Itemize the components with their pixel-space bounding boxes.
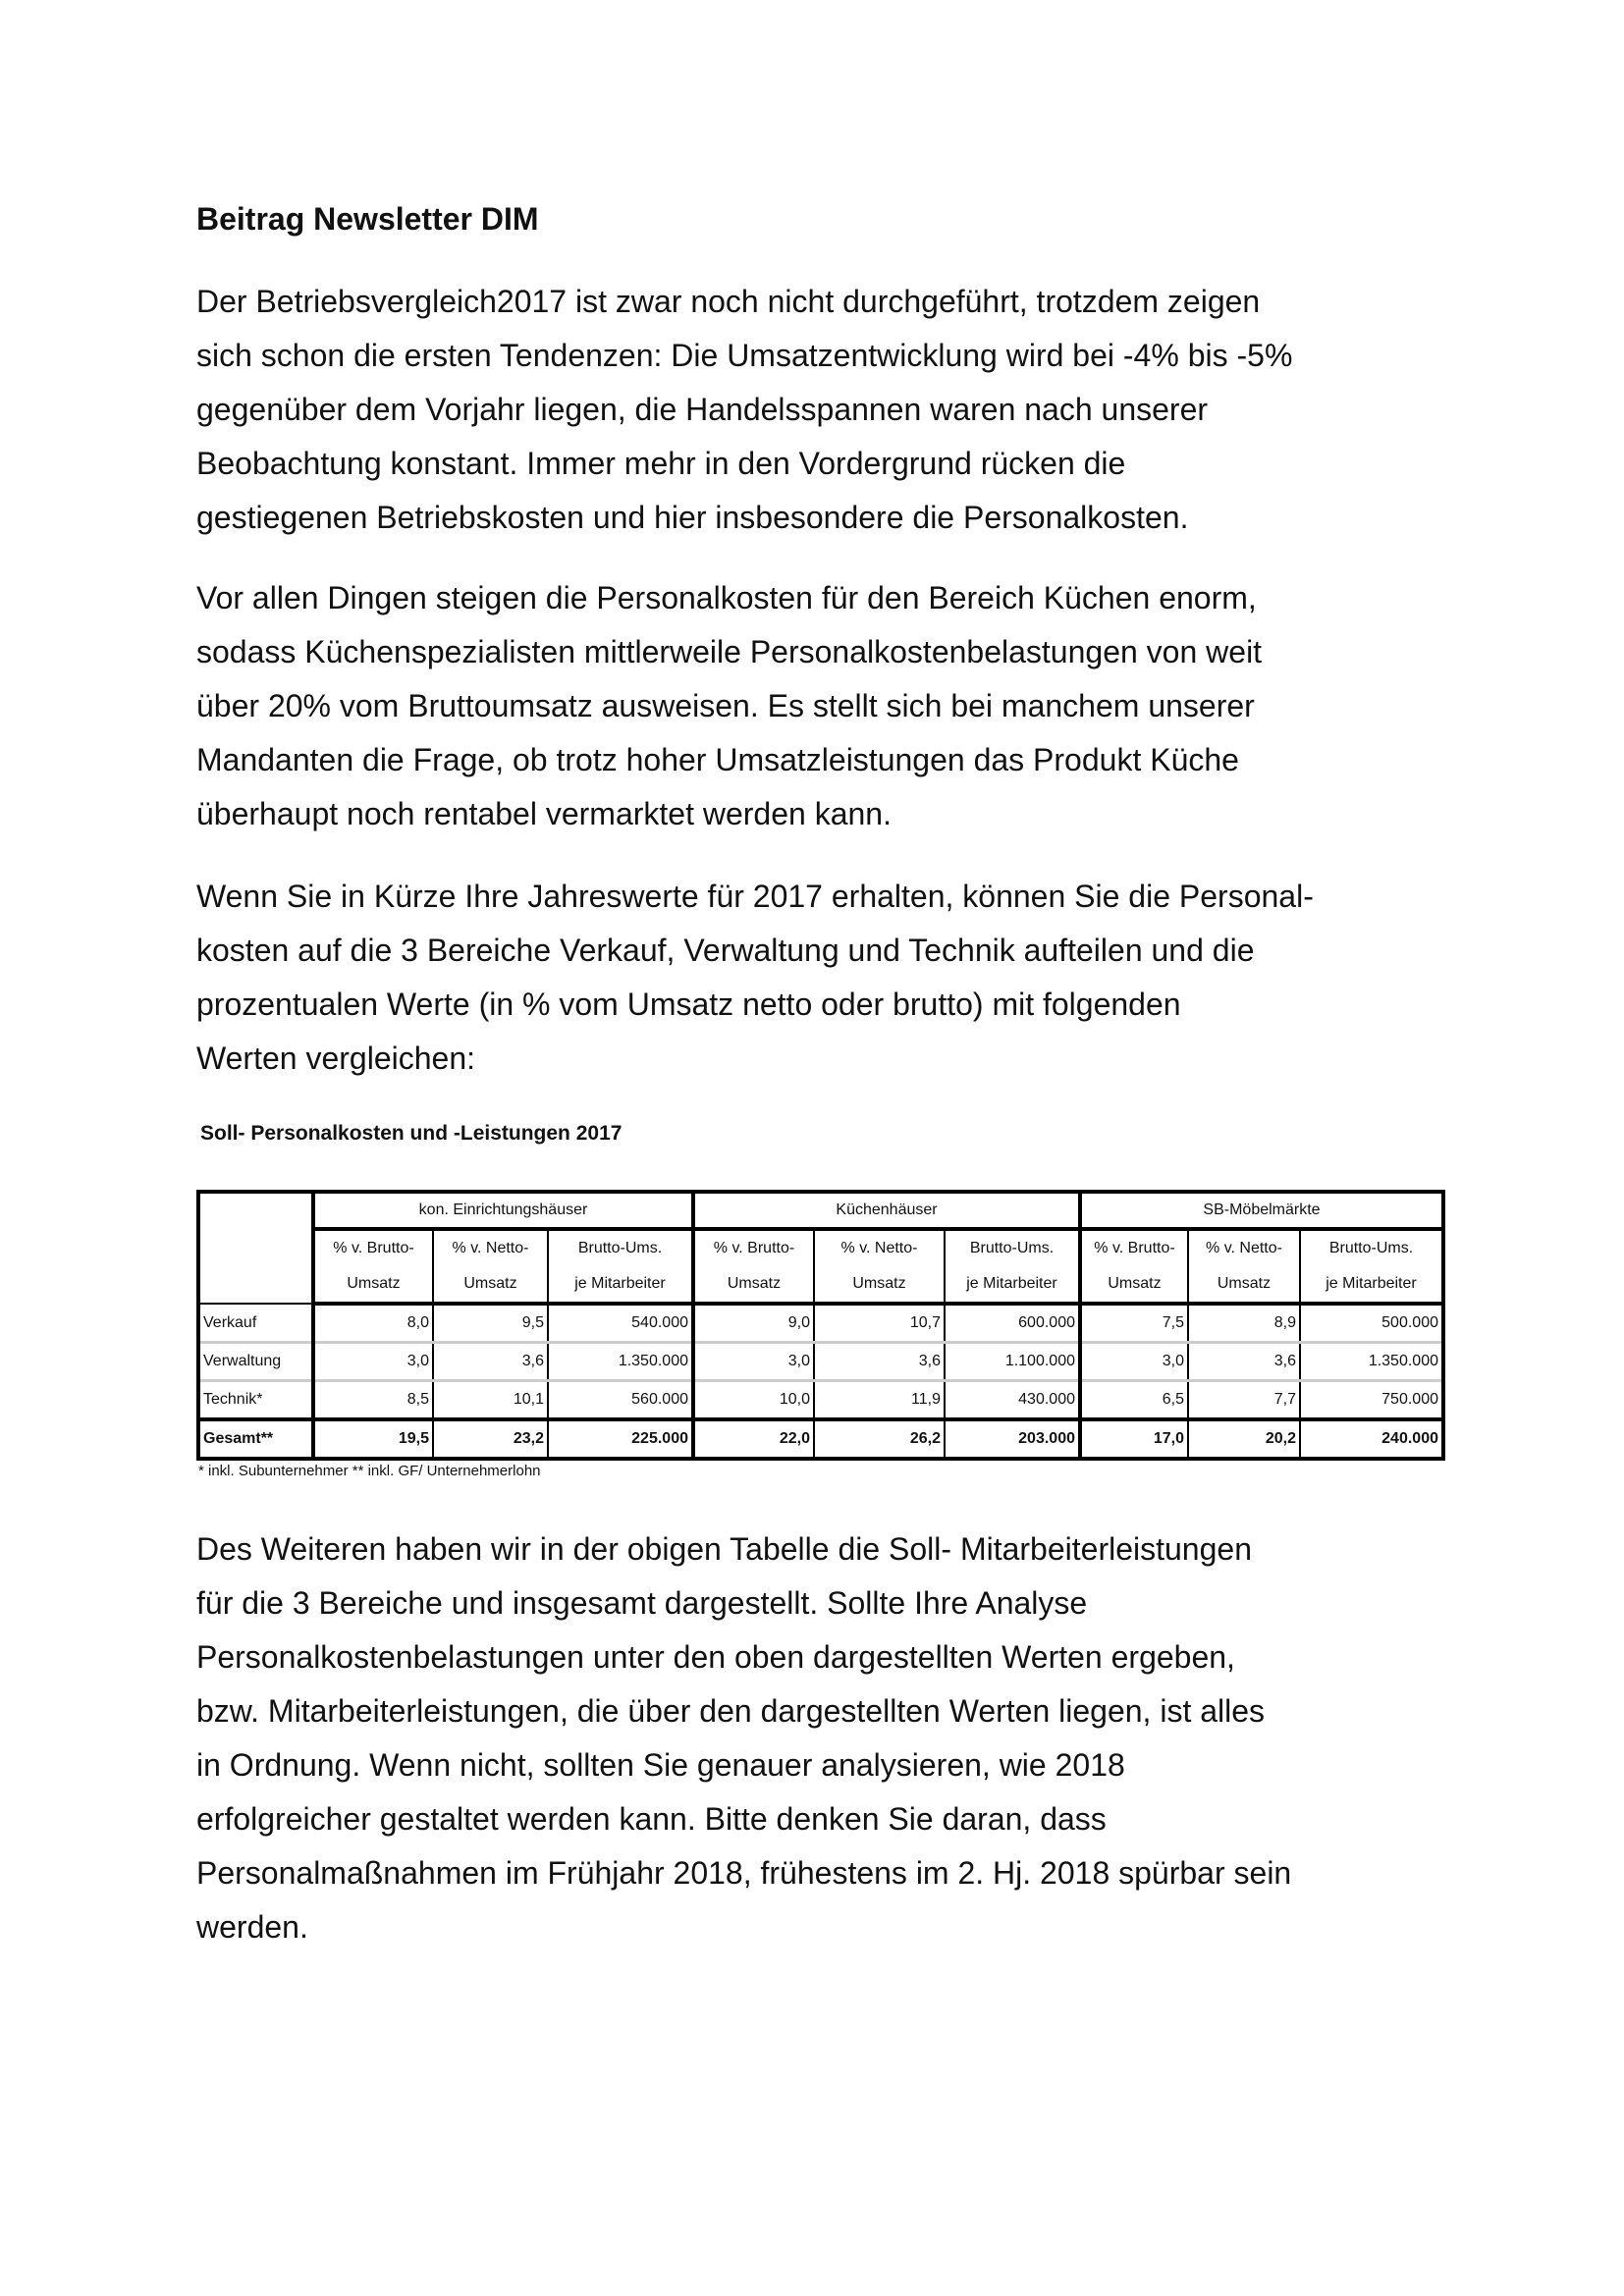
text-line: gegenüber dem Vorjahr liegen, die Handel… — [196, 392, 1209, 427]
row-label: Verwaltung — [197, 1341, 314, 1382]
table-cell: 23,2 — [432, 1417, 549, 1460]
text-line: kosten auf die 3 Bereiche Verkauf, Verwa… — [196, 933, 1255, 968]
table-cell: 560.000 — [547, 1379, 694, 1421]
column-header: % v. Netto- — [1187, 1228, 1301, 1266]
row-label: Technik* — [197, 1379, 314, 1421]
table-cell: 600.000 — [944, 1303, 1081, 1344]
group-header-row: kon. Einrichtungshäuser Küchenhäuser SB-Mö… — [197, 1191, 1444, 1305]
table-cell: 225.000 — [547, 1417, 694, 1460]
text-line: Werten vergleichen: — [196, 1041, 475, 1076]
text-line: gestiegenen Betriebskosten und hier insb… — [196, 500, 1189, 535]
paragraph: Wenn Sie in Kürze Ihre Jahreswerte für 2… — [196, 870, 1314, 1086]
column-header: % v. Brutto- — [691, 1228, 815, 1266]
column-header: je Mitarbeiter — [1299, 1266, 1444, 1306]
text-line: in Ordnung. Wenn nicht, sollten Sie gena… — [196, 1747, 1125, 1783]
text-line: Vor allen Dingen steigen die Personalkos… — [196, 580, 1257, 615]
column-header: % v. Netto- — [432, 1228, 549, 1266]
column-header: % v. Brutto- — [311, 1228, 434, 1266]
text-line: Beobachtung konstant. Immer mehr in den … — [196, 446, 1126, 481]
group-header: kon. Einrichtungshäuser — [311, 1191, 694, 1231]
table-cell: 26,2 — [813, 1417, 946, 1460]
table-cell: 9,5 — [432, 1303, 549, 1344]
column-header: Umsatz — [432, 1266, 549, 1306]
text-line: Des Weiteren haben wir in der obigen Tab… — [196, 1531, 1252, 1567]
table-cell: 19,5 — [311, 1417, 434, 1460]
table-cell: 3,0 — [1078, 1341, 1189, 1382]
text-line: bzw. Mitarbeiterleistungen, die über den… — [196, 1693, 1266, 1729]
column-header: Brutto-Ums. — [1299, 1228, 1444, 1266]
table-row: Verkauf 8,0 9,5 540.000 9,0 10,7 600.000 7,5 8,9… — [197, 1303, 1444, 1344]
table-cell: 3,6 — [432, 1341, 549, 1382]
table-cell: 540.000 — [547, 1303, 694, 1344]
column-header: je Mitarbeiter — [944, 1266, 1081, 1306]
text-line: Personalkostenbelastungen unter den oben… — [196, 1639, 1235, 1675]
table-footnote: * inkl. Subunternehmer ** inkl. GF/ Unte… — [198, 1463, 541, 1479]
table-cell: 17,0 — [1078, 1417, 1189, 1460]
corner-cell — [197, 1191, 314, 1305]
table-cell: 240.000 — [1299, 1417, 1444, 1460]
text-line: erfolgreicher gestaltet werden kann. Bit… — [196, 1801, 1107, 1837]
table-cell: 3,6 — [813, 1341, 946, 1382]
table-cell: 20,2 — [1187, 1417, 1301, 1460]
table-cell: 22,0 — [691, 1417, 815, 1460]
column-header: Brutto-Ums. — [944, 1228, 1081, 1266]
row-label: Gesamt** — [197, 1417, 314, 1460]
text-line: Mandanten die Frage, ob trotz hoher Umsa… — [196, 742, 1239, 777]
table-cell: 11,9 — [813, 1379, 946, 1421]
table-cell: 10,7 — [813, 1303, 946, 1344]
document-heading: Beitrag Newsletter DIM — [196, 201, 539, 237]
group-header: SB-Möbelmärkte — [1078, 1191, 1444, 1231]
column-header: Umsatz — [691, 1266, 815, 1306]
table-cell: 9,0 — [691, 1303, 815, 1344]
table-row: Verwaltung 3,0 3,6 1.350.000 3,0 3,6 1.100.000… — [197, 1341, 1444, 1382]
table-cell: 8,0 — [311, 1303, 434, 1344]
table-title: Soll- Personalkosten und -Leistungen 201… — [200, 1122, 623, 1145]
column-header: Umsatz — [311, 1266, 434, 1306]
table-cell: 500.000 — [1299, 1303, 1444, 1344]
paragraph: Der Betriebsvergleich2017 ist zwar noch … — [196, 275, 1292, 545]
table-cell: 3,6 — [1187, 1341, 1301, 1382]
table-cell: 8,5 — [311, 1379, 434, 1421]
text-line: prozentualen Werte (in % vom Umsatz nett… — [196, 987, 1181, 1022]
table-cell: 430.000 — [944, 1379, 1081, 1421]
text-line: sodass Küchenspezialisten mittlerweile P… — [196, 634, 1263, 669]
personnel-cost-table: kon. Einrichtungshäuser Küchenhäuser SB-Mö… — [196, 1190, 1445, 1461]
table-cell: 3,0 — [691, 1341, 815, 1382]
table-cell: 203.000 — [944, 1417, 1081, 1460]
table-cell: 7,7 — [1187, 1379, 1301, 1421]
table-row: Technik* 8,5 10,1 560.000 10,0 11,9 430.000 6,5… — [197, 1379, 1444, 1421]
text-line: überhaupt noch rentabel vermarktet werde… — [196, 796, 892, 831]
subheader-row: % v. Brutto-% v. Netto- Brutto-Ums.% v. B… — [198, 1228, 1444, 1266]
table-cell: 6,5 — [1078, 1379, 1189, 1421]
table-cell: 3,0 — [311, 1341, 434, 1382]
column-header: Umsatz — [813, 1266, 946, 1306]
table-cell: 1.350.000 — [1299, 1341, 1444, 1382]
column-header: % v. Netto- — [813, 1228, 946, 1266]
column-header: % v. Brutto- — [1078, 1228, 1189, 1266]
column-header: Umsatz — [1187, 1266, 1301, 1306]
subheader-row: Umsatz Umsatz je Mitarbeiter Umsatz Umsatz je… — [198, 1266, 1444, 1306]
table-cell: 10,0 — [691, 1379, 815, 1421]
table-cell: 10,1 — [432, 1379, 549, 1421]
column-header: je Mitarbeiter — [547, 1266, 694, 1306]
table-cell: 750.000 — [1299, 1379, 1444, 1421]
text-line: über 20% vom Bruttoumsatz ausweisen. Es … — [196, 688, 1255, 723]
column-header: Brutto-Ums. — [547, 1228, 694, 1266]
table-cell: 8,9 — [1187, 1303, 1301, 1344]
text-line: werden. — [196, 1909, 308, 1945]
text-line: Wenn Sie in Kürze Ihre Jahreswerte für 2… — [196, 879, 1314, 914]
column-header: Umsatz — [1078, 1266, 1189, 1306]
text-line: Personalmaßnahmen im Frühjahr 2018, früh… — [196, 1855, 1292, 1891]
text-line: sich schon die ersten Tendenzen: Die Ums… — [196, 338, 1293, 373]
paragraph: Des Weiteren haben wir in der obigen Tab… — [196, 1522, 1291, 1954]
row-label: Verkauf — [197, 1303, 314, 1344]
paragraph: Vor allen Dingen steigen die Personalkos… — [196, 571, 1262, 841]
group-header: Küchenhäuser — [691, 1191, 1081, 1231]
text-line: für die 3 Bereiche und insgesamt dargest… — [196, 1585, 1088, 1621]
table-cell: 1.350.000 — [547, 1341, 694, 1382]
table-cell: 1.100.000 — [944, 1341, 1081, 1382]
table-cell: 7,5 — [1078, 1303, 1189, 1344]
table-row: Gesamt** 19,5 23,2 225.000 22,0 26,2 203.000 17… — [197, 1417, 1444, 1460]
text-line: Der Betriebsvergleich2017 ist zwar noch … — [196, 284, 1261, 319]
